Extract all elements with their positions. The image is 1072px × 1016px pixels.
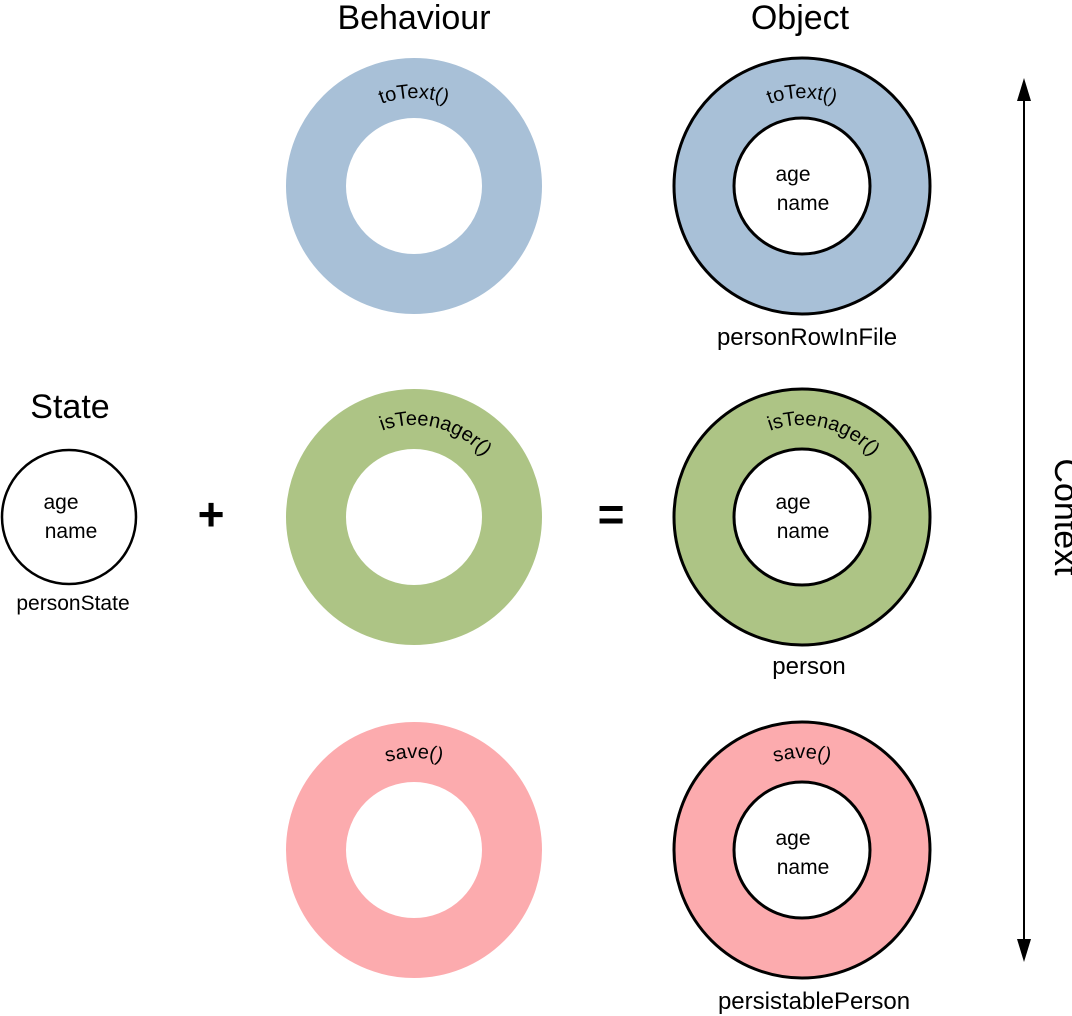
equals-operator: = (598, 488, 625, 540)
object-field-name: name (777, 856, 830, 879)
behaviour-ring-totext: toText() (286, 58, 542, 314)
object-field-name: name (777, 192, 830, 215)
object-field-age: age (775, 163, 810, 186)
object-ring-personrowinfile: toText() age name (672, 56, 932, 316)
object-heading: Object (751, 0, 850, 37)
behaviour-ring-isteenager: isTeenager() (286, 389, 542, 645)
context-label: Context (1047, 458, 1072, 576)
object-ring-person: isTeenager() age name (672, 387, 932, 647)
context-arrow (1017, 78, 1031, 962)
behaviour-ring-save: save() (286, 722, 542, 978)
state-field-age: age (43, 491, 78, 514)
context-arrow-down-head (1017, 939, 1031, 962)
context-arrow-up-head (1017, 78, 1031, 101)
object-caption-person: person (772, 653, 845, 680)
state-field-name: name (45, 520, 98, 543)
state-heading: State (30, 388, 109, 426)
object-ring-persistableperson: save() age name (672, 720, 932, 980)
behaviour-heading: Behaviour (337, 0, 490, 37)
object-caption-personrowinfile: personRowInFile (717, 324, 897, 351)
state-caption: personState (16, 592, 129, 615)
object-caption-persistableperson: persistablePerson (718, 988, 910, 1015)
object-field-age: age (775, 827, 810, 850)
object-field-name: name (777, 520, 830, 543)
state-circle: age name (0, 448, 138, 586)
object-field-age: age (775, 491, 810, 514)
plus-operator: + (198, 488, 225, 540)
